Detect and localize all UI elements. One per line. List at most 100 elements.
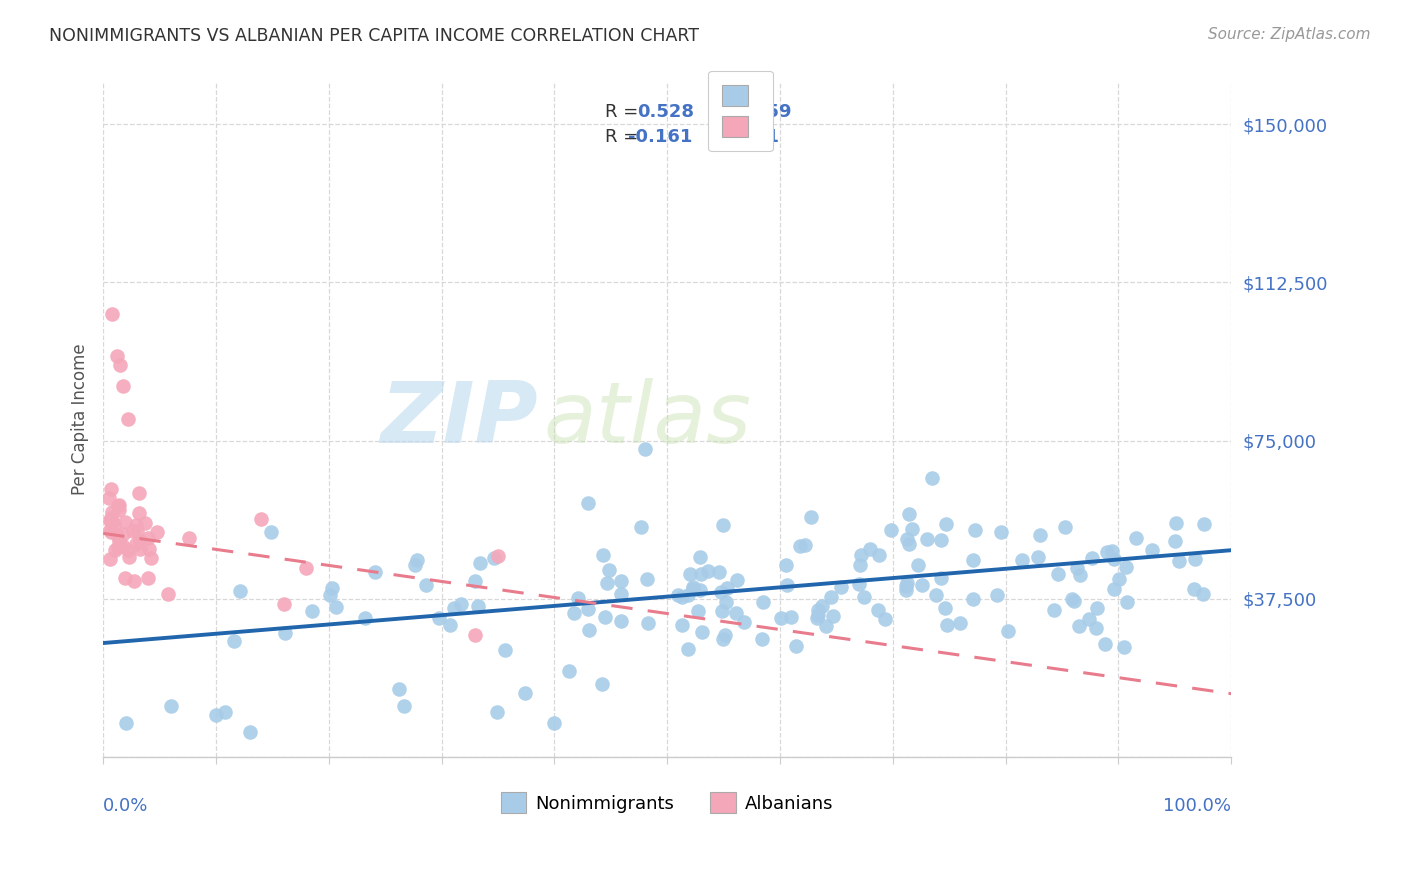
- Point: [122, 574, 145, 588]
- Point: [121, 524, 143, 539]
- Point: [820, 590, 842, 604]
- Point: [671, 618, 693, 632]
- Point: [859, 542, 882, 557]
- Point: [100, 511, 122, 525]
- Point: [710, 585, 733, 599]
- Text: R =: R =: [605, 103, 644, 120]
- Point: [1140, 542, 1163, 557]
- Point: [301, 604, 323, 618]
- Point: [439, 617, 461, 632]
- Point: [108, 358, 131, 372]
- Point: [105, 349, 128, 363]
- Point: [118, 549, 141, 564]
- Point: [470, 556, 492, 570]
- Point: [1029, 528, 1052, 542]
- Point: [1116, 595, 1139, 609]
- Point: [146, 524, 169, 539]
- Point: [853, 590, 876, 604]
- Point: [464, 574, 486, 589]
- Point: [689, 583, 711, 598]
- Point: [929, 570, 952, 584]
- Point: [724, 607, 747, 621]
- Point: [101, 307, 124, 321]
- Point: [1192, 516, 1215, 531]
- Point: [1182, 582, 1205, 596]
- Point: [949, 615, 972, 630]
- Point: [873, 612, 896, 626]
- Point: [543, 716, 565, 731]
- Point: [107, 500, 129, 514]
- Point: [593, 610, 616, 624]
- Text: 159: 159: [755, 103, 793, 120]
- Point: [814, 618, 837, 632]
- Point: [114, 716, 136, 731]
- Point: [690, 567, 713, 582]
- Text: -0.161: -0.161: [627, 128, 692, 146]
- Point: [1069, 567, 1091, 582]
- Point: [482, 551, 505, 566]
- Point: [682, 581, 704, 595]
- Point: [558, 665, 581, 679]
- Point: [929, 533, 952, 548]
- Text: Source: ZipAtlas.com: Source: ZipAtlas.com: [1208, 27, 1371, 42]
- Point: [103, 516, 125, 531]
- Point: [239, 724, 262, 739]
- Point: [592, 548, 614, 562]
- Point: [415, 578, 437, 592]
- Point: [105, 528, 128, 542]
- Point: [128, 506, 150, 520]
- Point: [894, 583, 917, 598]
- Point: [609, 615, 631, 629]
- Point: [450, 597, 472, 611]
- Point: [666, 588, 689, 602]
- Point: [98, 491, 121, 506]
- Point: [295, 561, 318, 575]
- Point: [596, 576, 619, 591]
- Point: [117, 412, 139, 426]
- Point: [1042, 602, 1064, 616]
- Point: [1115, 559, 1137, 574]
- Point: [1167, 554, 1189, 568]
- Point: [1067, 619, 1090, 633]
- Point: [789, 540, 811, 554]
- Point: [100, 482, 122, 496]
- Point: [1102, 551, 1125, 566]
- Point: [1026, 549, 1049, 564]
- Point: [962, 592, 984, 607]
- Point: [1184, 552, 1206, 566]
- Point: [711, 518, 734, 533]
- Point: [609, 587, 631, 601]
- Point: [671, 590, 693, 604]
- Point: [637, 616, 659, 631]
- Point: [707, 566, 730, 580]
- Point: [112, 378, 135, 392]
- Point: [896, 575, 918, 590]
- Point: [108, 499, 131, 513]
- Point: [776, 578, 799, 592]
- Point: [1125, 531, 1147, 545]
- Point: [127, 524, 149, 538]
- Point: [1011, 552, 1033, 566]
- Point: [388, 681, 411, 696]
- Point: [591, 677, 613, 691]
- Point: [678, 588, 700, 602]
- Point: [1192, 587, 1215, 601]
- Point: [1063, 594, 1085, 608]
- Point: [807, 603, 830, 617]
- Point: [104, 543, 127, 558]
- Point: [921, 471, 943, 485]
- Point: [464, 628, 486, 642]
- Point: [1080, 550, 1102, 565]
- Point: [849, 558, 872, 573]
- Point: [896, 579, 918, 593]
- Point: [427, 611, 450, 625]
- Point: [128, 542, 150, 557]
- Point: [917, 533, 939, 547]
- Point: [136, 571, 159, 585]
- Point: [562, 606, 585, 620]
- Text: 0.528: 0.528: [637, 103, 693, 120]
- Point: [108, 503, 131, 517]
- Point: [900, 522, 922, 536]
- Point: [676, 641, 699, 656]
- Point: [100, 512, 122, 526]
